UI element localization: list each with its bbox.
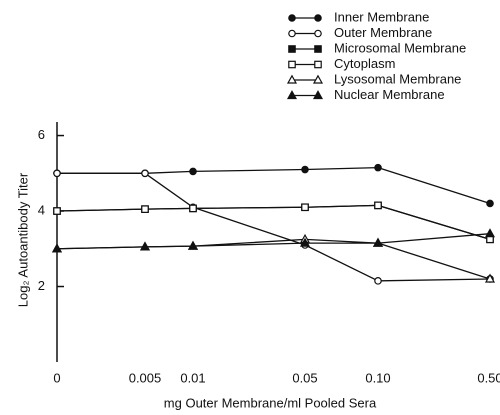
marker [312, 74, 324, 84]
y-axis-label: Log₂ Autoantibody Titer [15, 172, 30, 307]
marker [189, 204, 197, 213]
marker [53, 169, 61, 178]
series-line [56, 204, 491, 240]
marker [484, 228, 496, 238]
marker [312, 90, 324, 100]
marker [141, 169, 149, 178]
marker [301, 203, 309, 212]
x-tick-label: 0.05 [292, 370, 317, 385]
legend-label: Outer Membrane [334, 25, 432, 40]
marker [51, 243, 63, 253]
marker [299, 237, 311, 247]
y-tick-label: 4 [38, 202, 45, 217]
marker [484, 273, 496, 283]
x-tick-label: 0.005 [129, 370, 162, 385]
series-line [57, 172, 491, 282]
legend-label: Lysosomal Membrane [334, 71, 461, 86]
x-tick-label: 0.01 [180, 370, 205, 385]
marker [187, 240, 199, 250]
series-line [56, 238, 491, 280]
legend-label: Nuclear Membrane [334, 87, 445, 102]
x-tick-label: 0.10 [365, 370, 390, 385]
marker [301, 165, 309, 174]
marker [374, 201, 382, 210]
marker [314, 29, 322, 38]
marker [288, 60, 296, 69]
marker [314, 14, 322, 22]
y-tick-label: 2 [38, 278, 45, 293]
marker [139, 241, 151, 251]
marker [53, 207, 61, 215]
marker [288, 45, 296, 53]
marker [314, 60, 322, 69]
marker [288, 14, 296, 22]
marker [374, 277, 382, 285]
marker [288, 29, 296, 38]
legend-label: Microsomal Membrane [334, 40, 466, 55]
y-tick-label: 6 [38, 127, 45, 142]
marker [374, 163, 382, 172]
marker [141, 205, 149, 213]
x-tick-label: 0 [53, 370, 60, 385]
marker [372, 237, 384, 247]
marker [189, 167, 197, 176]
marker [314, 45, 322, 53]
legend-label: Inner Membrane [334, 9, 429, 24]
x-axis-label: mg Outer Membrane/ml Pooled Sera [164, 395, 377, 410]
series-line [56, 233, 491, 250]
marker [486, 199, 494, 208]
legend-label: Cytoplasm [334, 56, 395, 71]
marker [286, 90, 298, 100]
marker [286, 74, 298, 84]
x-tick-label: 0.50 [477, 370, 500, 385]
